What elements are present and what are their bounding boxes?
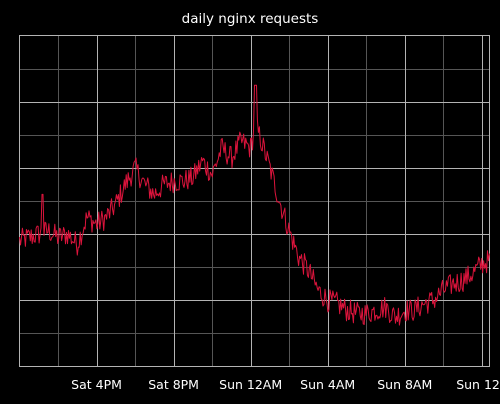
series-layer xyxy=(19,84,490,326)
x-tick-label: Sat 4PM xyxy=(71,377,122,392)
chart-title: daily nginx requests xyxy=(182,11,319,27)
x-tick-label: Sun 12AM xyxy=(219,377,282,392)
series-line xyxy=(19,84,490,326)
x-tick-label: Sun 12P xyxy=(456,377,500,392)
x-axis-tick-labels: Sat 4PM Sat 8PM Sun 12AM Sun 4AM Sun 8AM Sun … xyxy=(71,377,500,392)
major-gridlines xyxy=(19,35,490,367)
x-tick-label: Sun 8AM xyxy=(377,377,432,392)
plot-frame xyxy=(19,35,490,367)
x-tick-label: Sat 8PM xyxy=(148,377,199,392)
x-tick-label: Sun 4AM xyxy=(300,377,355,392)
